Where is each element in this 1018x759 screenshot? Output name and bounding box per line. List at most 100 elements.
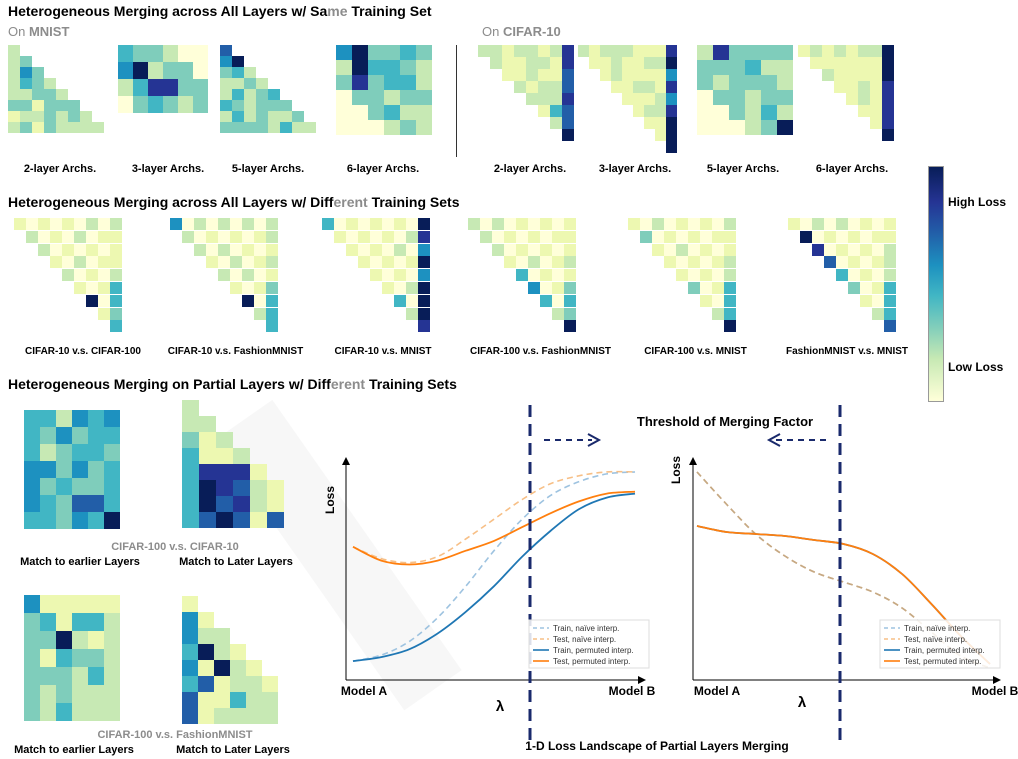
heatmap-cell	[848, 243, 860, 256]
heatmap-cell	[24, 613, 40, 631]
right-arrow-head	[587, 433, 602, 447]
heatmap-cell	[370, 243, 382, 256]
heatmap-cell	[368, 45, 384, 60]
right-plot-model-a: Model A	[694, 684, 741, 698]
heatmap-cell	[233, 512, 250, 528]
heatmap-cell	[216, 432, 233, 448]
heatmap-cell	[666, 45, 677, 57]
heatmap-cell	[194, 243, 206, 256]
heatmap-cell	[182, 612, 198, 628]
heatmap-cell	[550, 69, 562, 81]
series-line-1	[352, 471, 636, 662]
heatmap-cell	[724, 269, 736, 282]
heatmap-cell	[148, 45, 163, 62]
heatmap-cell	[163, 45, 178, 62]
heatmap-cell	[846, 93, 858, 105]
heatmap-cell	[697, 45, 713, 60]
heatmap-cell	[254, 230, 266, 243]
heatmap-cell	[516, 269, 528, 282]
heatmap-cell	[688, 269, 700, 282]
heatmap-cell	[697, 105, 713, 120]
heatmap-cell	[858, 69, 870, 81]
heatmap-cell	[218, 230, 230, 243]
heatmap-cell	[745, 120, 761, 135]
heatmap-cell	[600, 45, 611, 57]
heatmap-cell	[622, 57, 633, 69]
right-plot-ylabel: Loss	[669, 456, 683, 484]
heatmap-cell	[745, 105, 761, 120]
heatmap-cell	[712, 294, 724, 307]
heatmap-cell	[540, 243, 552, 256]
heatmap-cell	[88, 444, 104, 461]
heatmap-cell	[848, 230, 860, 243]
heatmap-cell	[254, 307, 266, 320]
heatmap-cell	[40, 495, 56, 512]
heatmap-cell	[292, 122, 304, 133]
heatmap-cell	[700, 282, 712, 294]
heatmap-cell	[20, 100, 32, 111]
heatmap-cell	[86, 294, 98, 307]
heatmap-cell	[552, 269, 564, 282]
heatmap-cell	[266, 320, 278, 333]
heatmap-cell	[268, 89, 280, 100]
heatmap-cell	[216, 480, 233, 496]
heatmap-cell	[72, 461, 88, 478]
heatmap-cell	[406, 218, 418, 230]
heatmap-cell	[98, 256, 110, 269]
heatmap-cell	[267, 512, 284, 528]
heatmap-cell	[242, 269, 254, 282]
heatmap-cell	[504, 256, 516, 269]
heatmap-cell	[24, 461, 40, 478]
heatmap-cell	[104, 461, 120, 478]
heatmap-cell	[882, 45, 894, 57]
heatmap-cell	[24, 410, 40, 427]
heatmap-cell	[256, 100, 268, 111]
heatmap-cell	[416, 45, 432, 60]
heatmap-cell	[74, 230, 86, 243]
heatmap-cell	[336, 90, 352, 105]
heatmap-cell	[50, 256, 62, 269]
heatmap-cell	[24, 595, 40, 613]
heatmap-cell	[50, 218, 62, 230]
heatmap-cell	[416, 105, 432, 120]
heatmap-cell	[777, 60, 793, 75]
heatmap-cell	[262, 676, 278, 692]
heatmap-cell	[220, 56, 232, 67]
heatmap-cell	[206, 256, 218, 269]
heatmap-cell	[611, 81, 622, 93]
heatmap-cell	[118, 79, 133, 96]
heatmap-cell	[788, 218, 800, 230]
heatmap-cell	[74, 218, 86, 230]
heatmap-cell	[697, 75, 713, 90]
heatmap-cell	[848, 218, 860, 230]
heatmap-cell	[40, 512, 56, 529]
heatmap-cell	[182, 676, 198, 692]
heatmap-cell	[870, 105, 882, 117]
heatmap-cell	[206, 230, 218, 243]
caption-cifar-6layer: 6-layer Archs.	[815, 163, 889, 175]
row1-divider	[456, 45, 457, 157]
heatmap-cell	[800, 218, 812, 230]
heatmap-cell	[655, 105, 666, 117]
heatmap-cell	[526, 57, 538, 69]
heatmap-cell	[104, 595, 120, 613]
heatmap-cell	[88, 667, 104, 685]
heatmap-cell	[163, 96, 178, 113]
series-line-2	[352, 470, 636, 564]
heatmap-cell	[218, 218, 230, 230]
heatmap-cell	[80, 122, 92, 133]
heatmap-cell	[550, 93, 562, 105]
heatmap-cell	[40, 461, 56, 478]
heatmap-cell	[824, 230, 836, 243]
heatmap-cell	[178, 79, 193, 96]
heatmap-cell	[406, 230, 418, 243]
heatmap-cell	[230, 708, 246, 724]
heatmap-cell	[230, 256, 242, 269]
heatmap-cell	[564, 282, 576, 294]
heatmap-cell	[724, 218, 736, 230]
heatmap-cell	[56, 649, 72, 667]
series-line-4	[696, 525, 991, 665]
heatmap-cell	[322, 218, 334, 230]
heatmap-cell	[352, 105, 368, 120]
heatmap-cell	[526, 45, 538, 57]
